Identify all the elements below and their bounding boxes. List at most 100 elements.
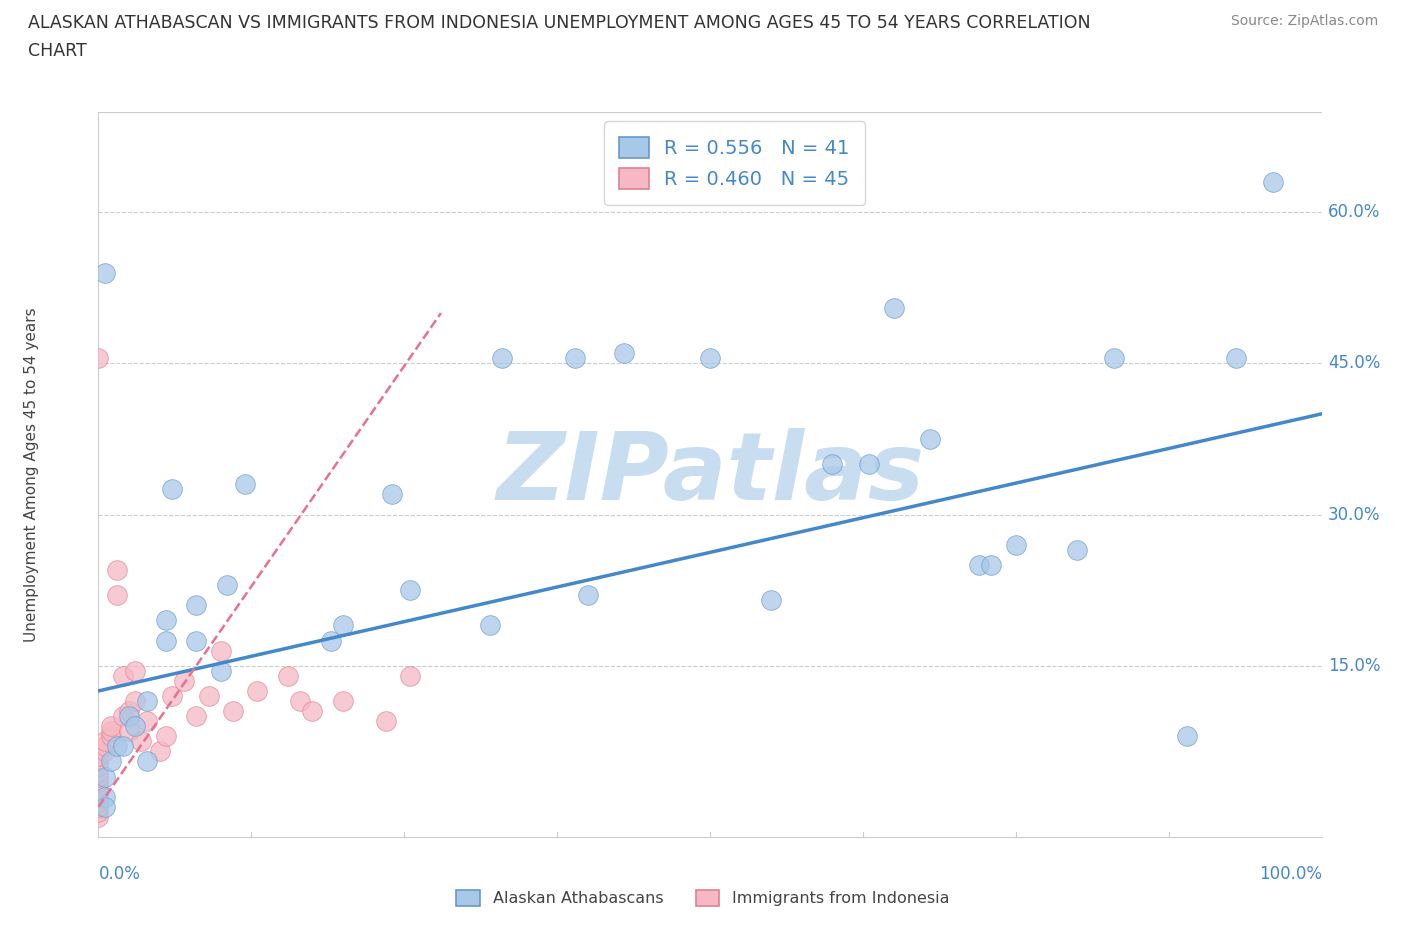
Point bbox=[374, 713, 396, 728]
Point bbox=[246, 684, 269, 698]
Point bbox=[93, 799, 115, 815]
Point bbox=[111, 738, 134, 753]
Point bbox=[100, 719, 122, 734]
Point bbox=[576, 588, 599, 603]
Point bbox=[399, 669, 422, 684]
Point bbox=[105, 738, 128, 753]
Text: ALASKAN ATHABASCAN VS IMMIGRANTS FROM INDONESIA UNEMPLOYMENT AMONG AGES 45 TO 54: ALASKAN ATHABASCAN VS IMMIGRANTS FROM IN… bbox=[28, 14, 1091, 32]
Point bbox=[124, 663, 146, 678]
Point bbox=[277, 669, 299, 684]
Point bbox=[613, 346, 636, 361]
Text: Source: ZipAtlas.com: Source: ZipAtlas.com bbox=[1230, 14, 1378, 28]
Point bbox=[87, 790, 110, 804]
Point bbox=[118, 709, 141, 724]
Point bbox=[186, 633, 208, 648]
Point bbox=[290, 694, 312, 709]
Text: 0.0%: 0.0% bbox=[98, 865, 141, 883]
Text: 60.0%: 60.0% bbox=[1327, 204, 1381, 221]
Point bbox=[87, 779, 110, 794]
Point bbox=[173, 673, 195, 688]
Point bbox=[149, 744, 172, 759]
Point bbox=[105, 588, 128, 603]
Point bbox=[124, 694, 146, 709]
Point bbox=[399, 583, 422, 598]
Text: 15.0%: 15.0% bbox=[1327, 657, 1381, 675]
Point bbox=[858, 457, 880, 472]
Text: 30.0%: 30.0% bbox=[1327, 506, 1381, 524]
Point bbox=[186, 598, 208, 613]
Point bbox=[111, 669, 134, 684]
Point bbox=[1102, 351, 1125, 365]
Point bbox=[87, 759, 110, 774]
Point bbox=[967, 558, 990, 573]
Point bbox=[478, 618, 501, 633]
Point bbox=[980, 558, 1002, 573]
Point bbox=[155, 633, 177, 648]
Text: ZIPatlas: ZIPatlas bbox=[496, 429, 924, 520]
Point bbox=[100, 729, 122, 744]
Point bbox=[699, 351, 721, 365]
Point bbox=[761, 592, 783, 607]
Text: 100.0%: 100.0% bbox=[1258, 865, 1322, 883]
Point bbox=[160, 688, 183, 703]
Point bbox=[87, 754, 110, 769]
Point bbox=[111, 709, 134, 724]
Point bbox=[136, 754, 159, 769]
Point bbox=[920, 432, 942, 446]
Point bbox=[209, 644, 232, 658]
Point bbox=[93, 734, 115, 749]
Text: Unemployment Among Ages 45 to 54 years: Unemployment Among Ages 45 to 54 years bbox=[24, 307, 38, 642]
Point bbox=[93, 744, 115, 759]
Point bbox=[93, 738, 115, 753]
Point bbox=[87, 764, 110, 779]
Point bbox=[215, 578, 238, 592]
Point bbox=[87, 351, 110, 365]
Point bbox=[1175, 729, 1198, 744]
Point bbox=[1225, 351, 1247, 365]
Point bbox=[87, 769, 110, 784]
Point bbox=[821, 457, 844, 472]
Point bbox=[136, 713, 159, 728]
Legend: Alaskan Athabascans, Immigrants from Indonesia: Alaskan Athabascans, Immigrants from Ind… bbox=[450, 884, 956, 912]
Point bbox=[93, 769, 115, 784]
Point bbox=[883, 300, 905, 315]
Point bbox=[100, 724, 122, 738]
Point bbox=[301, 704, 323, 719]
Point bbox=[564, 351, 586, 365]
Text: CHART: CHART bbox=[28, 42, 87, 60]
Point bbox=[105, 563, 128, 578]
Point bbox=[87, 749, 110, 764]
Point bbox=[332, 618, 354, 633]
Point bbox=[491, 351, 513, 365]
Point bbox=[1261, 175, 1284, 190]
Point bbox=[118, 704, 141, 719]
Legend: R = 0.556   N = 41, R = 0.460   N = 45: R = 0.556 N = 41, R = 0.460 N = 45 bbox=[605, 121, 865, 205]
Point bbox=[87, 799, 110, 815]
Point bbox=[136, 694, 159, 709]
Point bbox=[332, 694, 354, 709]
Point bbox=[87, 784, 110, 799]
Point bbox=[129, 734, 152, 749]
Point bbox=[1066, 542, 1088, 557]
Point bbox=[1004, 538, 1026, 552]
Point bbox=[319, 633, 342, 648]
Point bbox=[118, 724, 141, 738]
Point bbox=[87, 794, 110, 809]
Point bbox=[93, 790, 115, 804]
Point bbox=[93, 265, 115, 280]
Point bbox=[155, 729, 177, 744]
Text: 45.0%: 45.0% bbox=[1327, 354, 1381, 373]
Point bbox=[87, 804, 110, 819]
Point bbox=[209, 663, 232, 678]
Point bbox=[124, 719, 146, 734]
Point bbox=[222, 704, 245, 719]
Point bbox=[87, 809, 110, 824]
Point bbox=[155, 613, 177, 628]
Point bbox=[87, 774, 110, 789]
Point bbox=[186, 709, 208, 724]
Point bbox=[160, 482, 183, 497]
Point bbox=[381, 487, 404, 502]
Point bbox=[197, 688, 219, 703]
Point bbox=[233, 477, 256, 492]
Point bbox=[100, 754, 122, 769]
